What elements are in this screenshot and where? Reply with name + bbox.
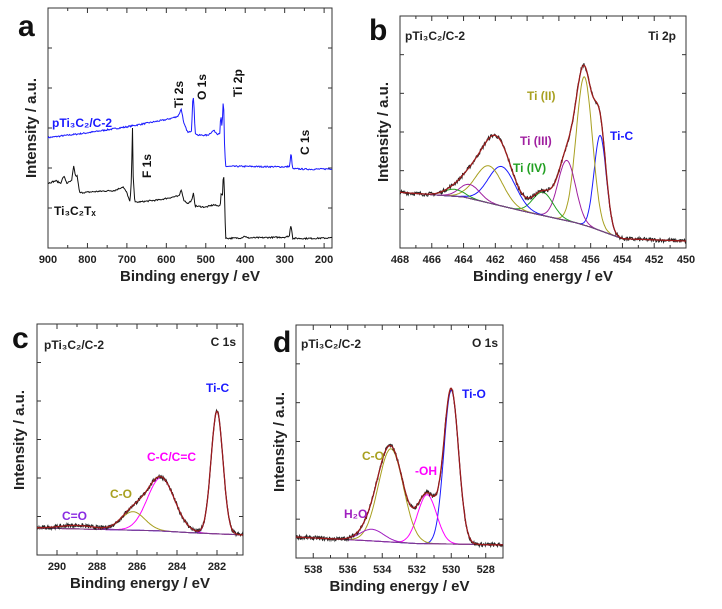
peak-label: C-O [362,449,384,463]
peak-label: -OH [415,464,437,478]
peak-label: C 1s [298,129,312,155]
x-tick-label: 456 [581,254,599,266]
x-tick-label: 900 [39,254,57,266]
x-tick-label: 532 [408,564,426,576]
x-tick-label: 284 [168,561,187,573]
background-line [37,527,243,536]
plot-frame [295,324,504,559]
survey-spectrum-line [47,97,333,171]
x-axis-title: Binding energy / eV [473,268,613,285]
sample-label: pTi₃C₂/C-2 [44,338,104,352]
peak-label: Ti (IV) [513,161,546,175]
peak-label: Ti-O [462,387,486,401]
envelope-fit-line [295,387,504,546]
peak-label: Ti (II) [527,89,555,103]
peak-label: Ti-C [610,129,633,143]
fit-component-curve [399,191,686,242]
y-axis-title: Intensity / a.u. [11,390,28,490]
fit-component-curve [399,134,686,242]
survey-spectrum-line [48,127,333,241]
x-axis-title: Binding energy / eV [120,268,260,285]
region-title: O 1s [472,336,498,350]
x-tick-label: 466 [423,254,441,266]
x-tick-label: 528 [477,564,495,576]
sample-label: pTi₃C₂/C-2 [301,337,361,351]
x-tick-label: 300 [275,254,293,266]
x-tick-label: 600 [157,254,175,266]
x-tick-label: 200 [315,254,333,266]
peak-label: O 1s [195,74,209,100]
peak-label: pTi₃C₂/C-2 [52,116,112,130]
x-tick-label: 282 [208,561,226,573]
x-tick-label: 536 [339,564,357,576]
panel-c: 290 288 286 284 282 Binding energy / eV Intens… [11,322,244,592]
x-tick-label: 534 [373,564,392,576]
peak-label: Ti (III) [520,134,552,148]
y-axis-title: Intensity / a.u. [375,82,392,182]
x-tick-label: 700 [118,254,136,266]
x-tick-label: 452 [645,254,663,266]
x-tick-label: 286 [128,561,146,573]
x-tick-label: 288 [88,561,106,573]
x-tick-label: 454 [613,254,632,266]
x-tick-label: 290 [48,561,66,573]
peak-label: C=O [62,509,87,523]
panel-b: 468 466 464 462 460 458 456 454 452 450 Binding en… [369,14,695,285]
x-tick-label: 462 [486,254,504,266]
sample-label: pTi₃C₂/C-2 [405,29,465,43]
panel-a: 900 800 700 600 500 400 300 200 Binding energy /… [18,7,333,285]
peak-label: C-O [110,487,132,501]
fit-component-curve [295,448,504,546]
x-tick-label: 538 [304,564,322,576]
region-title: C 1s [211,335,237,349]
x-tick-label: 464 [454,254,473,266]
peak-label: H₂O [344,507,367,521]
y-axis-title: Intensity / a.u. [23,78,40,178]
fit-component-curve [399,165,686,242]
plot-frame [399,15,687,249]
x-tick-label: 450 [677,254,695,266]
background-line [399,191,686,242]
x-axis-title: Binding energy / eV [70,575,210,592]
envelope-fit-line [37,410,243,536]
x-tick-label: 460 [518,254,536,266]
panel-letter: d [273,326,291,359]
peak-label: Ti₃C₂Tₓ [54,204,96,218]
x-tick-label: 530 [442,564,460,576]
panel-d: 538 536 534 532 530 528 Binding energy / eV Int… [271,324,504,595]
peak-label: Ti 2p [231,69,245,97]
region-title: Ti 2p [648,29,676,43]
panel-letter: c [12,322,29,355]
x-tick-label: 800 [78,254,96,266]
panel-letter: a [18,10,35,43]
x-tick-label: 468 [391,254,409,266]
x-tick-label: 458 [550,254,568,266]
peak-label: C-C/C=C [147,450,196,464]
fit-component-curve [399,165,686,242]
envelope-fit-line [399,64,686,242]
peak-label: Ti-C [206,381,229,395]
y-axis-title: Intensity / a.u. [271,392,288,492]
x-tick-label: 500 [197,254,215,266]
peak-label: Ti 2s [172,81,186,108]
peak-label: F 1s [140,154,154,178]
x-tick-label: 400 [236,254,254,266]
x-axis-title: Binding energy / eV [329,578,469,595]
panel-letter: b [369,14,387,47]
